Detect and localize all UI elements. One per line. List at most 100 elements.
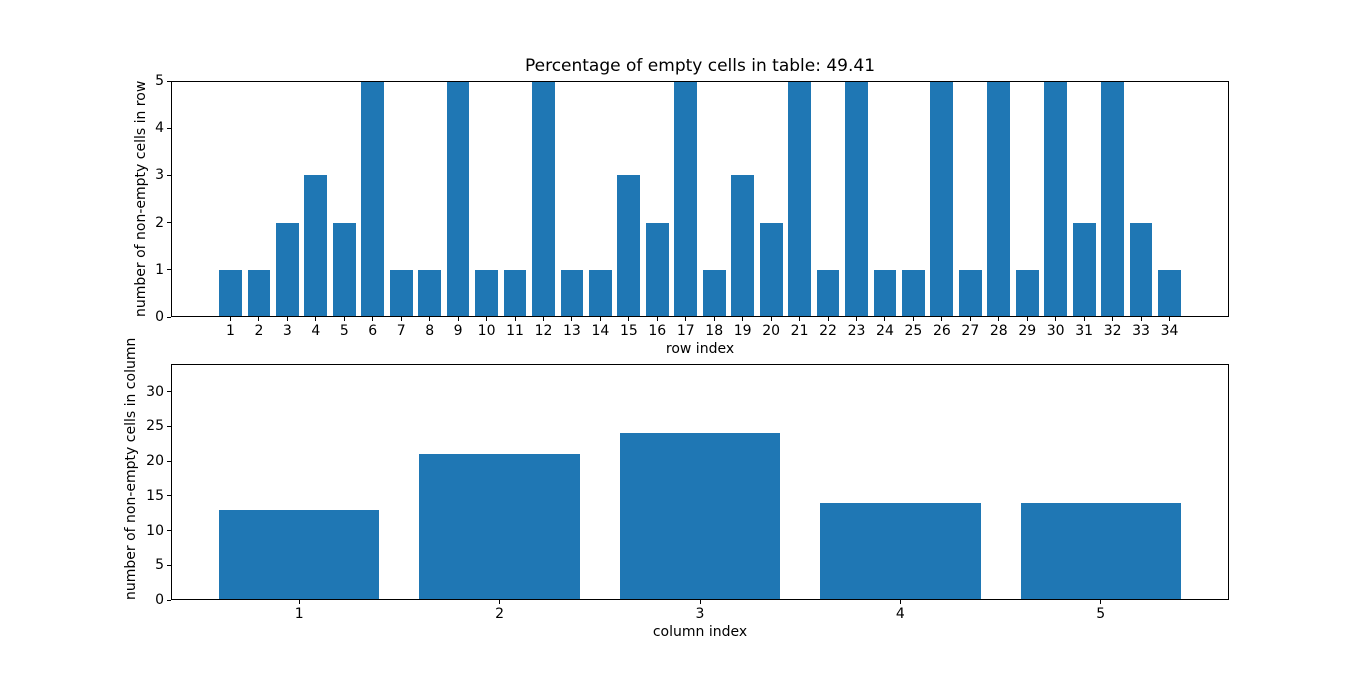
row-bar-33 <box>1129 222 1153 317</box>
x-tick-mark <box>899 600 901 604</box>
row-chart-x-axis-label: row index <box>665 341 735 357</box>
x-tick-label: 12 <box>534 323 553 339</box>
y-tick-mark <box>167 564 171 566</box>
x-tick-mark <box>514 317 516 321</box>
x-tick-mark <box>429 317 431 321</box>
row-bar-24 <box>873 269 897 317</box>
y-tick-mark <box>167 269 171 271</box>
x-tick-mark <box>628 317 630 321</box>
column-bar-5 <box>1020 502 1181 600</box>
x-tick-mark <box>656 317 658 321</box>
x-tick-label: 29 <box>1018 323 1037 339</box>
x-tick-label: 14 <box>591 323 610 339</box>
x-tick-mark <box>884 317 886 321</box>
x-tick-mark <box>229 317 231 321</box>
x-tick-label: 28 <box>989 323 1008 339</box>
y-tick-label: 15 <box>146 487 164 504</box>
x-tick-label: 27 <box>961 323 980 339</box>
y-tick-label: 5 <box>155 73 164 89</box>
y-tick-mark <box>167 80 171 82</box>
row-chart-axes: 1 2 3 4 5 6 7 8 9 10 11 12 13 14 15 16 17 18 19 20 21 22 23 24 2… <box>155 73 1229 339</box>
x-tick-mark <box>571 317 573 321</box>
y-tick-label: 1 <box>155 261 164 278</box>
row-bar-2 <box>247 269 271 317</box>
column-chart-axes: 1 2 3 4 5 0 5 10 15 20 25 30 <box>146 364 1229 622</box>
x-tick-label: 3 <box>282 323 292 339</box>
x-tick-label: 4 <box>311 323 321 339</box>
x-tick-mark <box>315 317 317 321</box>
row-bar-25 <box>902 269 925 317</box>
y-tick-label: 10 <box>146 522 164 539</box>
x-tick-label: 22 <box>819 323 837 339</box>
x-tick-mark <box>400 317 402 321</box>
x-tick-mark <box>286 317 288 321</box>
x-tick-label: 25 <box>904 323 923 339</box>
row-bar-21 <box>788 81 811 317</box>
row-bar-27 <box>958 269 982 317</box>
x-tick-label: 16 <box>648 323 667 339</box>
row-bar-10 <box>475 269 498 317</box>
x-tick-mark <box>770 317 772 321</box>
row-bar-14 <box>589 269 612 317</box>
x-tick-mark <box>1169 317 1171 321</box>
x-tick-mark <box>499 600 501 604</box>
x-tick-mark <box>685 317 687 321</box>
row-bar-16 <box>645 222 669 317</box>
x-tick-mark <box>998 317 1000 321</box>
x-tick-mark <box>343 317 345 321</box>
row-bar-7 <box>389 269 413 317</box>
x-tick-mark <box>1100 600 1102 604</box>
x-tick-mark <box>1140 317 1142 321</box>
y-tick-mark <box>167 127 171 129</box>
x-tick-mark <box>486 317 488 321</box>
y-tick-mark <box>167 316 171 318</box>
x-tick-label: 5 <box>339 323 349 339</box>
row-bar-12 <box>532 81 555 317</box>
row-bar-15 <box>617 175 641 317</box>
x-tick-mark <box>856 317 857 321</box>
x-tick-label: 20 <box>762 323 781 339</box>
x-tick-mark <box>1026 317 1028 321</box>
x-tick-mark <box>457 317 459 321</box>
row-bar-32 <box>1101 81 1124 317</box>
x-tick-label: 7 <box>396 323 406 339</box>
x-tick-label: 26 <box>932 323 951 339</box>
x-tick-label: 19 <box>733 323 752 339</box>
x-tick-mark <box>713 317 715 321</box>
x-tick-label: 11 <box>506 323 524 339</box>
row-bar-26 <box>930 81 954 317</box>
x-tick-mark <box>542 317 544 321</box>
x-tick-label: 17 <box>676 323 695 339</box>
x-tick-label: 13 <box>563 323 581 339</box>
x-tick-label: 23 <box>847 323 866 339</box>
row-bar-17 <box>674 81 698 317</box>
row-bar-5 <box>332 222 356 317</box>
y-tick-mark <box>167 530 171 532</box>
row-bar-23 <box>845 81 868 317</box>
column-chart-x-axis-label: column index <box>652 624 748 640</box>
x-tick-label: 2 <box>254 323 264 339</box>
row-bar-4 <box>304 175 328 317</box>
y-tick-mark <box>167 599 171 601</box>
x-tick-label: 31 <box>1075 323 1094 339</box>
row-bar-31 <box>1072 222 1096 317</box>
y-tick-mark <box>167 391 171 393</box>
x-tick-mark <box>1083 317 1085 321</box>
x-tick-mark <box>969 317 971 321</box>
x-tick-label: 24 <box>876 323 894 339</box>
row-bar-1 <box>219 269 242 317</box>
y-tick-label: 25 <box>146 418 164 435</box>
x-tick-label: 1 <box>226 323 235 339</box>
row-chart-y-axis-label: number of non-empty cells in row <box>133 80 149 317</box>
x-tick-label: 32 <box>1103 323 1122 339</box>
row-bar-29 <box>1015 269 1039 317</box>
y-tick-label: 20 <box>146 453 164 470</box>
x-tick-mark <box>1112 317 1114 321</box>
x-tick-label: 30 <box>1046 323 1065 339</box>
x-tick-mark <box>742 317 744 321</box>
column-bar-4 <box>820 502 981 600</box>
x-tick-mark <box>912 317 914 321</box>
y-tick-mark <box>167 495 171 497</box>
row-bar-28 <box>987 81 1011 317</box>
